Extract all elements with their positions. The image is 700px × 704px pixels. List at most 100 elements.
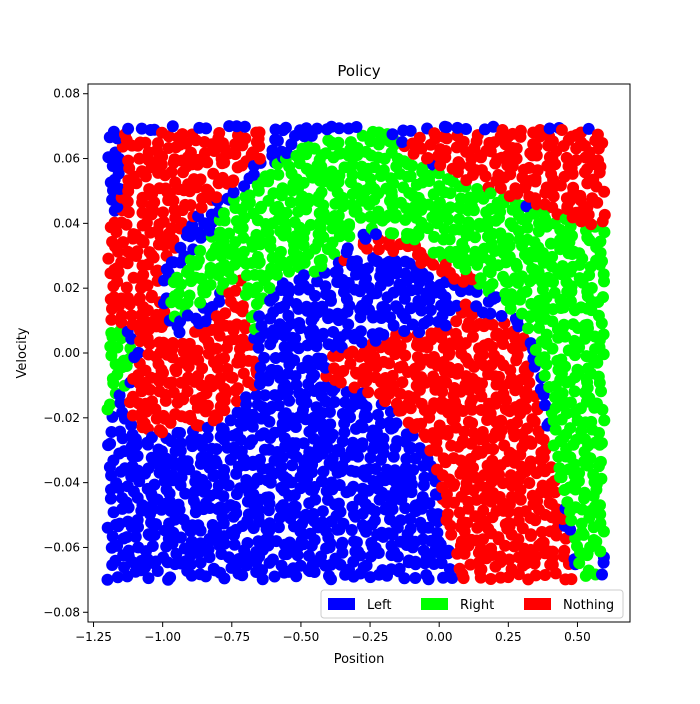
data-point-nothing bbox=[236, 300, 249, 312]
data-point-nothing bbox=[458, 425, 471, 438]
data-point-nothing bbox=[115, 309, 128, 322]
data-point-nothing bbox=[510, 142, 523, 155]
data-point-nothing bbox=[184, 409, 197, 422]
data-point-nothing bbox=[475, 390, 488, 403]
data-point-nothing bbox=[195, 201, 208, 214]
y-axis-ticks: −0.08 −0.06 −0.04 −0.02 0.00 0.02 0.04 0.06 0.08 bbox=[43, 87, 88, 619]
data-point-right bbox=[573, 341, 586, 354]
data-point-right bbox=[263, 282, 276, 294]
data-point-nothing bbox=[440, 132, 453, 145]
y-tick-label: −0.06 bbox=[43, 540, 80, 554]
data-point-left bbox=[254, 361, 267, 374]
data-point-left bbox=[200, 122, 213, 135]
data-point-left bbox=[209, 454, 222, 467]
data-point-left bbox=[450, 299, 463, 312]
data-point-right bbox=[304, 218, 317, 231]
data-point-left bbox=[222, 551, 235, 564]
data-point-right bbox=[223, 227, 236, 240]
data-point-left bbox=[333, 122, 346, 135]
data-point-nothing bbox=[493, 468, 506, 481]
data-point-left bbox=[396, 136, 409, 148]
data-point-nothing bbox=[537, 536, 550, 549]
data-point-right bbox=[486, 278, 499, 290]
data-point-left bbox=[148, 529, 161, 541]
data-point-right bbox=[522, 322, 535, 335]
x-tick-label: −0.25 bbox=[352, 630, 389, 644]
data-point-nothing bbox=[399, 349, 412, 362]
data-point-right bbox=[503, 250, 516, 263]
data-point-nothing bbox=[348, 381, 361, 394]
data-point-nothing bbox=[448, 412, 461, 425]
data-point-right bbox=[105, 327, 118, 339]
data-point-nothing bbox=[253, 126, 266, 139]
data-point-left bbox=[209, 564, 221, 577]
data-point-right bbox=[195, 272, 208, 285]
data-point-nothing bbox=[120, 218, 133, 231]
data-point-left bbox=[389, 464, 401, 477]
data-point-left bbox=[360, 559, 373, 572]
data-point-right bbox=[585, 282, 598, 294]
data-point-left bbox=[240, 391, 252, 404]
data-point-left bbox=[317, 327, 330, 340]
data-point-left bbox=[212, 479, 225, 492]
data-point-left bbox=[495, 310, 508, 322]
data-point-left bbox=[371, 482, 384, 495]
data-point-right bbox=[484, 266, 497, 279]
data-point-nothing bbox=[504, 364, 517, 377]
data-point-left bbox=[113, 152, 126, 165]
data-point-left bbox=[181, 455, 194, 468]
data-point-right bbox=[593, 427, 605, 439]
data-point-left bbox=[264, 476, 277, 489]
legend-label-left: Left bbox=[367, 598, 391, 613]
data-point-right bbox=[572, 365, 585, 377]
data-point-nothing bbox=[546, 201, 559, 214]
data-point-left bbox=[290, 378, 303, 391]
data-point-right bbox=[545, 260, 558, 273]
data-point-nothing bbox=[133, 152, 146, 165]
data-point-left bbox=[332, 497, 345, 510]
data-point-left bbox=[263, 517, 276, 530]
y-tick-label: −0.08 bbox=[43, 605, 80, 619]
data-point-nothing bbox=[117, 236, 130, 249]
data-point-nothing bbox=[519, 505, 532, 518]
data-point-left bbox=[256, 564, 268, 577]
data-point-right bbox=[592, 309, 605, 322]
data-point-nothing bbox=[138, 417, 151, 430]
data-point-right bbox=[484, 187, 497, 200]
data-point-right bbox=[172, 287, 185, 300]
data-point-nothing bbox=[537, 433, 550, 446]
data-point-nothing bbox=[158, 305, 171, 318]
data-point-nothing bbox=[528, 415, 541, 428]
data-point-left bbox=[282, 281, 295, 294]
data-point-right bbox=[252, 184, 265, 197]
data-point-right bbox=[536, 247, 549, 259]
data-point-right bbox=[583, 234, 596, 247]
data-point-left bbox=[111, 571, 124, 584]
data-point-nothing bbox=[524, 528, 537, 541]
data-point-nothing bbox=[176, 128, 189, 141]
data-point-left bbox=[490, 291, 503, 304]
data-point-nothing bbox=[183, 337, 196, 350]
data-point-nothing bbox=[217, 173, 230, 186]
data-point-left bbox=[398, 325, 411, 337]
y-tick-label: −0.02 bbox=[43, 411, 80, 425]
data-point-left bbox=[234, 482, 247, 495]
data-point-nothing bbox=[546, 135, 559, 148]
data-point-left bbox=[218, 433, 231, 446]
data-point-right bbox=[317, 199, 330, 212]
data-point-right bbox=[204, 261, 217, 274]
data-point-left bbox=[311, 122, 324, 135]
data-point-nothing bbox=[431, 463, 443, 476]
data-point-right bbox=[226, 272, 239, 285]
data-point-nothing bbox=[129, 228, 142, 241]
data-point-nothing bbox=[368, 350, 381, 363]
data-point-left bbox=[199, 570, 212, 583]
data-point-nothing bbox=[396, 360, 409, 373]
data-point-left bbox=[307, 432, 320, 445]
data-point-left bbox=[413, 442, 426, 455]
data-point-nothing bbox=[493, 370, 505, 383]
data-point-right bbox=[591, 356, 604, 369]
data-point-right bbox=[547, 276, 559, 289]
data-point-nothing bbox=[493, 491, 506, 503]
data-point-right bbox=[274, 245, 287, 258]
